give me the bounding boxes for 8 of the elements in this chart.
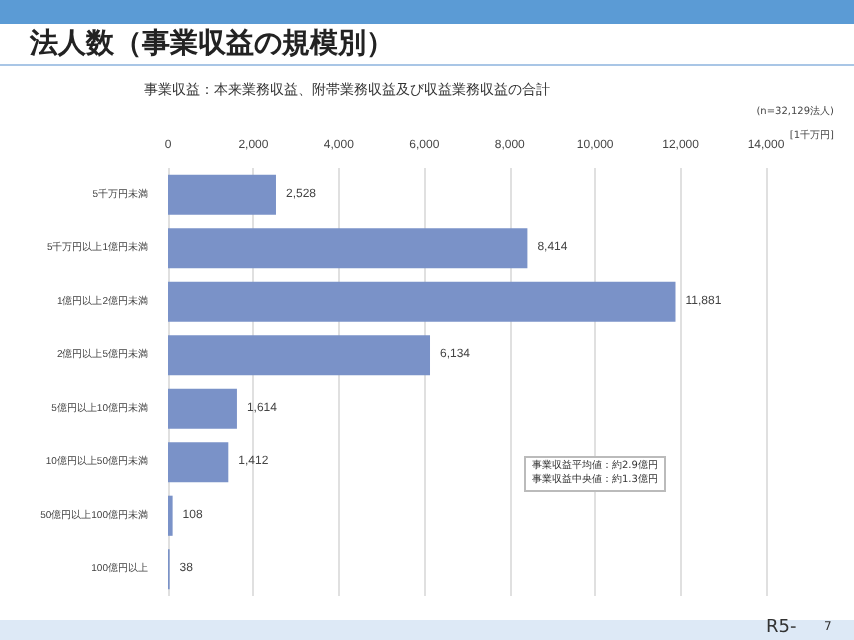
bar xyxy=(168,335,431,376)
bar xyxy=(168,174,276,215)
bar xyxy=(168,442,229,483)
bar xyxy=(168,281,676,322)
bar xyxy=(168,388,237,429)
text: R5- xyxy=(766,618,797,638)
bar xyxy=(168,228,528,269)
chart-title: 法人数（事業収益の規模別） xyxy=(30,26,394,62)
